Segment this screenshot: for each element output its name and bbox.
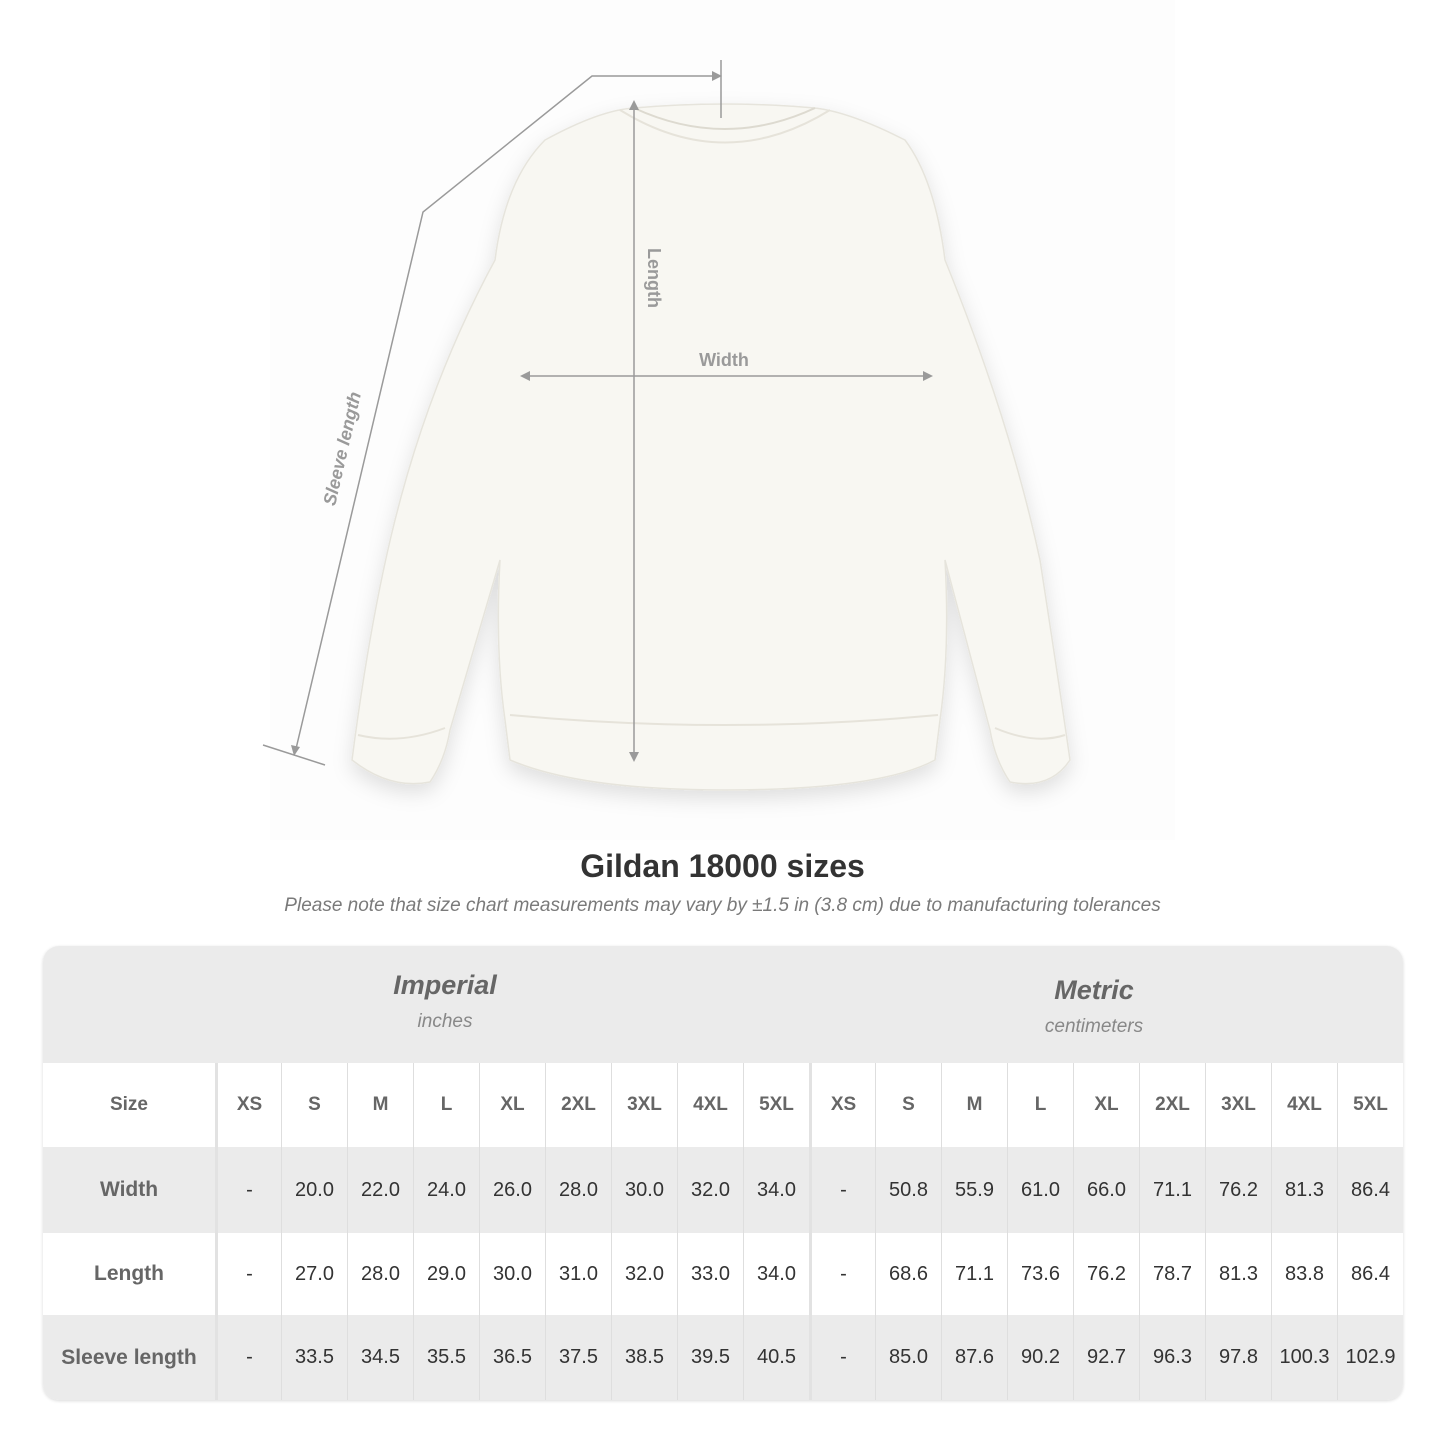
sleeve-line [294,75,720,754]
size-header-cell: M [347,1063,413,1147]
value-cell: 26.0 [479,1147,545,1233]
value-cell: 68.6 [875,1233,941,1315]
size-header-cell: S [281,1063,347,1147]
value-cell: - [809,1147,875,1233]
width-label: Width [699,350,749,370]
value-cell: 92.7 [1073,1315,1139,1400]
row-label: Width [99,1178,159,1201]
value-cell: 73.6 [1007,1233,1073,1315]
value-cell: 100.3 [1271,1315,1337,1400]
size-header-cell: 5XL [743,1063,809,1147]
value-cell: 76.2 [1073,1233,1139,1315]
value-cell: 83.8 [1271,1233,1337,1315]
value-cell: 71.1 [941,1233,1007,1315]
value-cell: 32.0 [677,1147,743,1233]
value-cell: 27.0 [281,1233,347,1315]
value-cell: 37.5 [545,1315,611,1400]
value-cell: 85.0 [875,1315,941,1400]
value-cell: 81.3 [1205,1233,1271,1315]
size-header-cell: L [1007,1063,1073,1147]
value-cell: 71.1 [1139,1147,1205,1233]
sweatshirt-shape [351,103,1071,791]
value-cell: 31.0 [545,1233,611,1315]
value-cell: 24.0 [413,1147,479,1233]
row-label: Sleeve length [61,1345,197,1369]
value-cell: 66.0 [1073,1147,1139,1233]
sleeve-length-row: Sleeve length -33.5 34.5 35.5 36.5 37.5 38.5 39… [43,1315,1403,1400]
size-table: Imperial inches Metric centimeters Size X… [43,946,1403,1400]
value-cell: 55.9 [941,1147,1007,1233]
value-cell: 22.0 [347,1147,413,1233]
page-title: Gildan 18000 sizes [580,848,865,884]
value-cell: 30.0 [611,1147,677,1233]
value-cell: - [809,1233,875,1315]
value-cell: 35.5 [413,1315,479,1400]
unit-header-band [43,946,1403,1063]
size-header-cell: XL [1073,1063,1139,1147]
sweatshirt-illustration: Length Width Sleeve length [262,60,1071,791]
value-cell: 78.7 [1139,1233,1205,1315]
width-row: Width -20.0 22.0 24.0 26.0 28.0 30.0 32.0 34.0-5… [43,1147,1403,1233]
size-header-cell: 3XL [611,1063,677,1147]
value-cell: 40.5 [743,1315,809,1400]
size-header-cell: XS [809,1063,875,1147]
size-header-cell: 3XL [1205,1063,1271,1147]
measurement-lines [262,60,930,766]
size-header-row: Size XS S M L XL 2XL 3XL 4XL 5XL XS S M L XL 2XL 3XL 4XL 5… [43,1063,1403,1147]
value-cell: 39.5 [677,1315,743,1400]
value-cell: 50.8 [875,1147,941,1233]
metric-header: Metric centimeters [810,946,1378,1092]
value-cell: 32.0 [611,1233,677,1315]
size-header-cell: 4XL [677,1063,743,1147]
row-label: Size [109,1094,149,1115]
imperial-unit: inches [417,1011,473,1032]
value-cell: 29.0 [413,1233,479,1315]
value-cell: 28.0 [545,1147,611,1233]
value-cell: 61.0 [1007,1147,1073,1233]
value-cell: 28.0 [347,1233,413,1315]
value-cell: 86.4 [1337,1233,1403,1315]
value-cell: 97.8 [1205,1315,1271,1400]
value-cell: 20.0 [281,1147,347,1233]
value-cell: 90.2 [1007,1315,1073,1400]
metric-title: Metric [1054,975,1134,1005]
value-cell: 76.2 [1205,1147,1271,1233]
size-header-cell: 5XL [1337,1063,1403,1147]
value-cell: 34.5 [347,1315,413,1400]
value-cell: 81.3 [1271,1147,1337,1233]
value-cell: 86.4 [1337,1147,1403,1233]
value-cell: 36.5 [479,1315,545,1400]
value-cell: - [809,1315,875,1400]
value-cell: - [215,1147,281,1233]
value-cell: 33.5 [281,1315,347,1400]
value-cell: - [215,1315,281,1400]
value-cell: 96.3 [1139,1315,1205,1400]
value-cell: 30.0 [479,1233,545,1315]
imperial-title: Imperial [393,970,497,1000]
size-header-cell: XL [479,1063,545,1147]
size-header-cell: L [413,1063,479,1147]
size-header-cell: 4XL [1271,1063,1337,1147]
value-cell: - [215,1233,281,1315]
value-cell: 38.5 [611,1315,677,1400]
row-label: Length [94,1262,164,1285]
tolerance-note: Please note that size chart measurements… [284,895,1161,916]
size-header-cell: XS [215,1063,281,1147]
metric-unit: centimeters [1044,1016,1144,1037]
imperial-header: Imperial inches [215,946,675,1087]
value-cell: 34.0 [743,1233,809,1315]
size-header-cell: S [875,1063,941,1147]
value-cell: 102.9 [1337,1315,1403,1400]
length-label: Length [644,248,664,308]
size-header-cell: M [941,1063,1007,1147]
value-cell: 87.6 [941,1315,1007,1400]
value-cell: 34.0 [743,1147,809,1233]
value-cell: 33.0 [677,1233,743,1315]
size-header-cell: 2XL [545,1063,611,1147]
size-header-cell: 2XL [1139,1063,1205,1147]
length-row: Length -27.0 28.0 29.0 30.0 31.0 32.0 33.0 34.0-… [43,1233,1403,1315]
